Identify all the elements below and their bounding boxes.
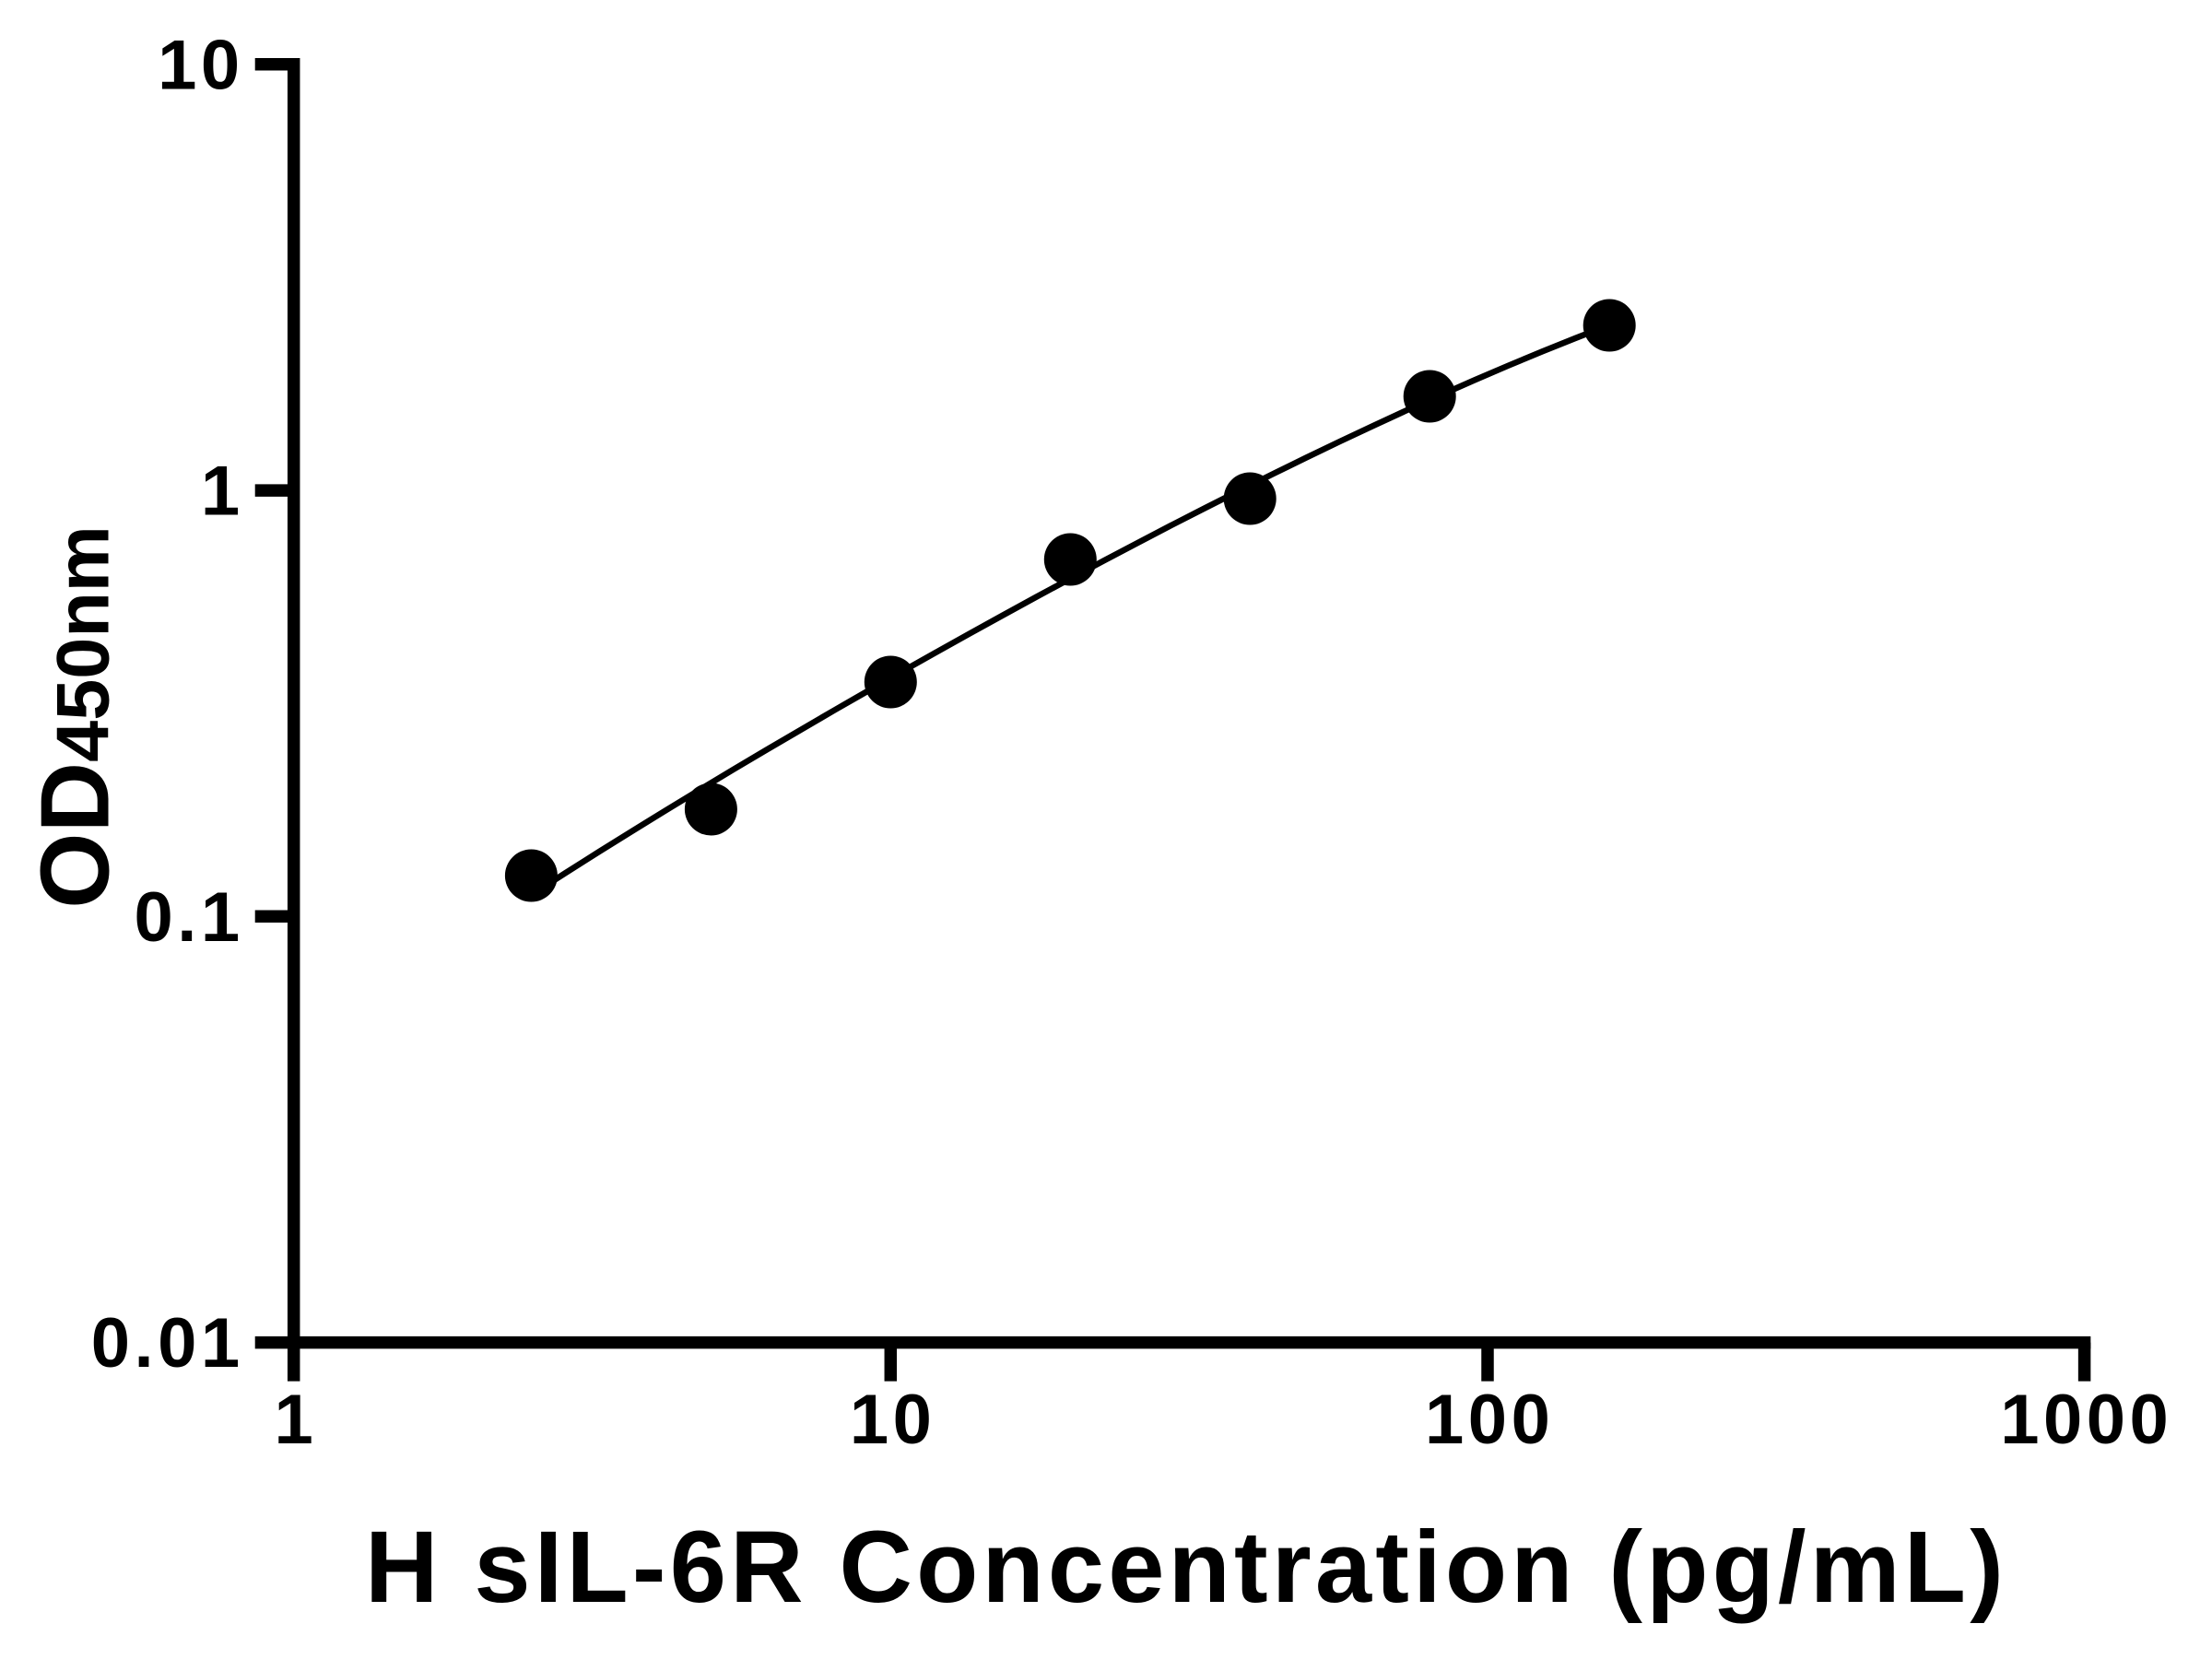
svg-text:H sIL-6R Concentration (pg/mL): H sIL-6R Concentration (pg/mL): [365, 1511, 2007, 1624]
svg-text:0.1: 0.1: [135, 878, 244, 957]
svg-text:0.01: 0.01: [91, 1304, 244, 1382]
svg-text:OD450nm: OD450nm: [21, 525, 130, 909]
svg-text:10: 10: [158, 26, 244, 104]
svg-text:10: 10: [850, 1381, 936, 1459]
svg-text:100: 100: [1425, 1381, 1554, 1459]
svg-text:1000: 1000: [2000, 1381, 2172, 1459]
svg-text:1: 1: [275, 1381, 318, 1459]
svg-text:1: 1: [201, 453, 244, 531]
